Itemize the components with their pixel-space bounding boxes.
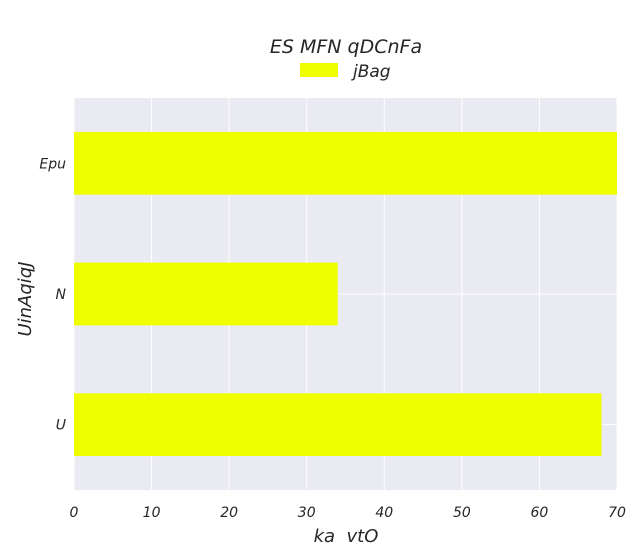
legend-label: jBag — [351, 62, 391, 82]
bar-epu — [74, 131, 617, 195]
legend-swatch — [300, 63, 338, 77]
bar-n — [74, 262, 338, 326]
x-tick-label: 0 — [70, 505, 79, 521]
bar-u — [74, 393, 602, 457]
x-tick-label: 60 — [531, 505, 549, 521]
x-tick-label: 50 — [453, 505, 471, 521]
x-tick-label: 20 — [220, 505, 238, 521]
bars — [74, 131, 617, 457]
x-axis-label: ka vtO — [314, 526, 379, 547]
x-tick-label: 10 — [143, 505, 161, 521]
y-tick-label: Epu — [39, 156, 66, 172]
y-axis-ticks: U N Epu — [39, 156, 66, 433]
y-tick-label: N — [56, 287, 67, 303]
chart-title: ES MFN qDCnFa — [270, 36, 422, 58]
x-tick-label: 30 — [298, 505, 316, 521]
y-axis-label: UinAqiqJ — [15, 261, 36, 336]
y-tick-label: U — [56, 418, 66, 434]
x-axis-ticks: 0 10 20 30 40 50 60 70 — [70, 505, 626, 521]
x-tick-label: 40 — [375, 505, 393, 521]
x-tick-label: 70 — [608, 505, 626, 521]
legend: jBag — [300, 62, 391, 82]
